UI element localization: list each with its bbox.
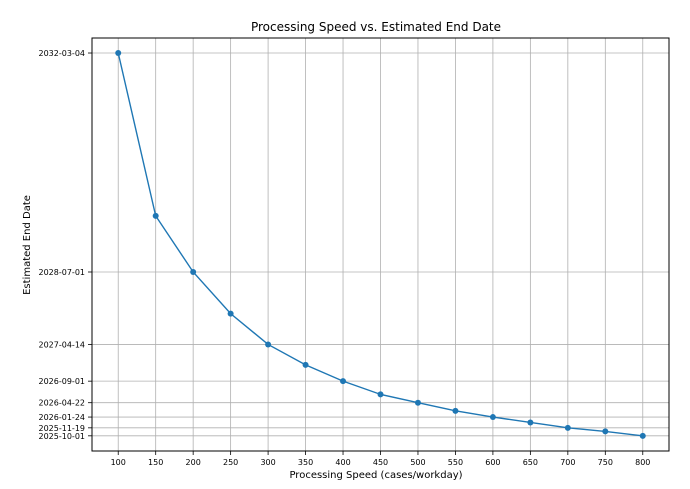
y-tick-label: 2032-03-04 <box>39 49 86 58</box>
x-tick-label: 500 <box>410 458 425 467</box>
axis-ticks: 100 150 200 250 300 350 400 450 500 550 600 650 700 7… <box>39 49 651 467</box>
x-tick-label: 750 <box>598 458 613 467</box>
x-tick-label: 250 <box>223 458 238 467</box>
y-tick-label: 2025-10-01 <box>39 432 86 441</box>
points-layer <box>115 50 646 439</box>
data-point <box>414 399 421 406</box>
x-tick-label: 300 <box>260 458 275 467</box>
x-tick-label: 550 <box>448 458 463 467</box>
data-point <box>115 50 122 57</box>
data-point <box>227 310 234 317</box>
x-tick-label: 100 <box>111 458 126 467</box>
data-point <box>452 407 459 414</box>
data-point <box>190 268 197 275</box>
chart-title: Processing Speed vs. Estimated End Date <box>251 20 501 34</box>
y-tick-label: 2028-07-01 <box>39 268 86 277</box>
data-point <box>377 391 384 398</box>
data-point <box>152 212 159 219</box>
x-tick-label: 700 <box>560 458 575 467</box>
y-tick-label: 2025-11-19 <box>39 424 86 433</box>
data-point <box>489 414 496 421</box>
data-point <box>602 428 609 435</box>
data-point <box>340 378 347 385</box>
grid <box>92 38 669 451</box>
x-tick-label: 800 <box>635 458 650 467</box>
y-tick-label: 2026-01-24 <box>39 413 86 422</box>
x-axis-label: Processing Speed (cases/workday) <box>289 470 462 481</box>
x-tick-label: 450 <box>373 458 388 467</box>
data-point <box>265 341 272 348</box>
y-tick-label: 2026-04-22 <box>39 399 86 408</box>
plot-frame <box>91 37 670 452</box>
y-tick-label: 2026-09-01 <box>39 377 86 386</box>
data-point <box>639 432 646 439</box>
data-point <box>564 424 571 431</box>
x-tick-label: 600 <box>485 458 500 467</box>
x-tick-label: 150 <box>148 458 163 467</box>
x-tick-label: 200 <box>186 458 201 467</box>
x-tick-label: 350 <box>298 458 313 467</box>
x-tick-label: 650 <box>523 458 538 467</box>
data-point <box>302 361 309 368</box>
y-axis-label: Estimated End Date <box>22 195 33 295</box>
y-tick-label: 2027-04-14 <box>39 340 86 349</box>
data-point <box>527 419 534 426</box>
x-tick-label: 400 <box>335 458 350 467</box>
